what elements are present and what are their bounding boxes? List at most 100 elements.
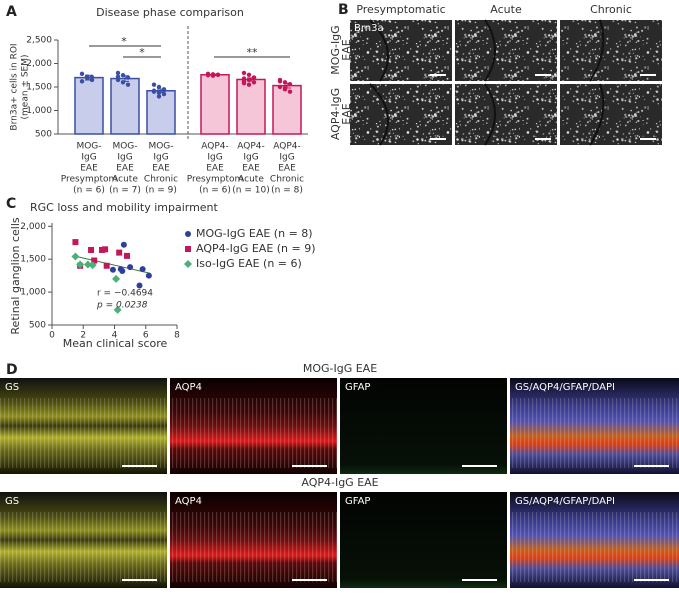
- data-point: [287, 89, 293, 94]
- legend-label: Iso-IgG EAE (n = 6): [196, 257, 302, 270]
- data-point: [127, 264, 134, 271]
- bar: [272, 84, 302, 135]
- fiber-texture: [0, 398, 167, 468]
- channel-label: GFAP: [345, 382, 370, 393]
- column-header: Acute: [490, 3, 522, 16]
- x-tick-label: IgG: [207, 153, 222, 163]
- data-point: [89, 74, 95, 80]
- fiber-texture: [510, 512, 679, 582]
- x-axis-label: Mean clinical score: [63, 337, 168, 350]
- data-point: [282, 80, 288, 85]
- fluorescence-image: [340, 378, 507, 474]
- y-axis-label: Brn3a+ cells in ROI: [10, 43, 20, 130]
- data-point: [79, 71, 85, 77]
- channel-label: GFAP: [345, 496, 370, 507]
- data-point: [71, 252, 80, 261]
- y-tick-label: 500: [35, 130, 52, 140]
- column-header: Presymptomatic: [356, 3, 445, 16]
- chart-title: RGC loss and mobility impairment: [30, 201, 219, 214]
- y-tick-label: 1,000: [26, 106, 52, 116]
- channel-label: AQP4: [175, 496, 202, 507]
- data-point: [246, 82, 252, 87]
- row-title: MOG-IgG EAE: [303, 362, 377, 375]
- data-point: [83, 260, 92, 269]
- x-tick-label: (n = 6): [73, 186, 105, 196]
- x-tick-label: Presymptom: [61, 175, 118, 185]
- legend-marker: [184, 260, 192, 268]
- x-tick-label: EAE: [80, 164, 98, 174]
- legend-label: AQP4-IgG EAE (n = 9): [196, 242, 316, 255]
- stat-annotation: p = 0.0238: [96, 301, 148, 311]
- x-tick-label: AQP4-: [201, 142, 228, 152]
- data-point: [113, 305, 122, 314]
- y-tick-label: 1,500: [26, 83, 52, 93]
- fiber-texture: [170, 398, 337, 468]
- data-point: [120, 73, 126, 78]
- x-tick-label: (n = 6): [199, 186, 231, 196]
- channel-label: AQP4: [175, 382, 202, 393]
- x-tick-label: EAE: [206, 164, 224, 174]
- vessel: [589, 19, 605, 82]
- x-tick-label: Chronic: [270, 175, 304, 185]
- y-tick-label: 2,000: [26, 59, 52, 69]
- vessel: [484, 19, 496, 82]
- data-point: [161, 91, 167, 97]
- row-label: MOG-IgG: [329, 25, 342, 74]
- data-point: [119, 268, 126, 275]
- x-tick-label: EAE: [152, 164, 170, 174]
- channel-label: GS/AQP4/GFAP/DAPI: [515, 382, 615, 393]
- data-point: [241, 81, 247, 86]
- data-point: [277, 84, 283, 90]
- x-tick-label: EAE: [116, 164, 134, 174]
- bar: [236, 78, 266, 135]
- y-tick-label: 2,000: [20, 222, 46, 232]
- row-label: EAE: [340, 103, 353, 124]
- data-point: [72, 239, 79, 246]
- fiber-texture: [0, 512, 167, 582]
- x-tick-label: Acute: [112, 175, 138, 185]
- vessel: [369, 83, 389, 146]
- row-label: EAE: [340, 39, 353, 60]
- data-point: [139, 266, 146, 273]
- data-point: [246, 77, 252, 83]
- column-header: Chronic: [590, 3, 632, 16]
- row-title: AQP4-IgG EAE: [301, 476, 378, 489]
- x-tick-label: 6: [143, 331, 149, 341]
- y-tick-label: 1,000: [20, 288, 46, 298]
- x-tick-label: (n = 7): [109, 186, 141, 196]
- data-point: [115, 74, 121, 79]
- channel-label: GS: [5, 382, 19, 393]
- fiber-texture: [170, 512, 337, 582]
- data-point: [156, 94, 162, 99]
- data-point: [251, 80, 257, 85]
- y-axis-label: (mean ± SEM): [21, 55, 31, 120]
- data-point: [156, 90, 162, 95]
- significance-label: **: [247, 46, 259, 59]
- channel-label: GS: [5, 496, 19, 507]
- data-point: [156, 84, 162, 90]
- y-tick-label: 1,500: [20, 255, 46, 265]
- data-point: [125, 82, 131, 87]
- x-tick-label: MOG-: [76, 142, 101, 152]
- legend-marker: [185, 246, 191, 252]
- data-point: [76, 260, 85, 269]
- data-point: [205, 73, 211, 78]
- fluorescence-image: [340, 492, 507, 588]
- legend-label: MOG-IgG EAE (n = 8): [196, 227, 313, 240]
- data-point: [115, 77, 121, 83]
- fiber-texture: [510, 398, 679, 468]
- data-point: [102, 246, 109, 253]
- bar: [74, 76, 104, 135]
- x-tick-label: IgG: [117, 153, 132, 163]
- x-tick-label: Chronic: [144, 175, 178, 185]
- micrograph-texture: [350, 20, 452, 81]
- x-tick-label: 8: [174, 331, 180, 341]
- x-tick-label: 0: [49, 331, 55, 341]
- data-point: [215, 72, 221, 77]
- data-point: [116, 249, 123, 256]
- panel-letter: A: [6, 4, 17, 20]
- micrograph-texture: [560, 20, 662, 81]
- data-point: [151, 88, 157, 93]
- chart-title: Disease phase comparison: [96, 6, 244, 19]
